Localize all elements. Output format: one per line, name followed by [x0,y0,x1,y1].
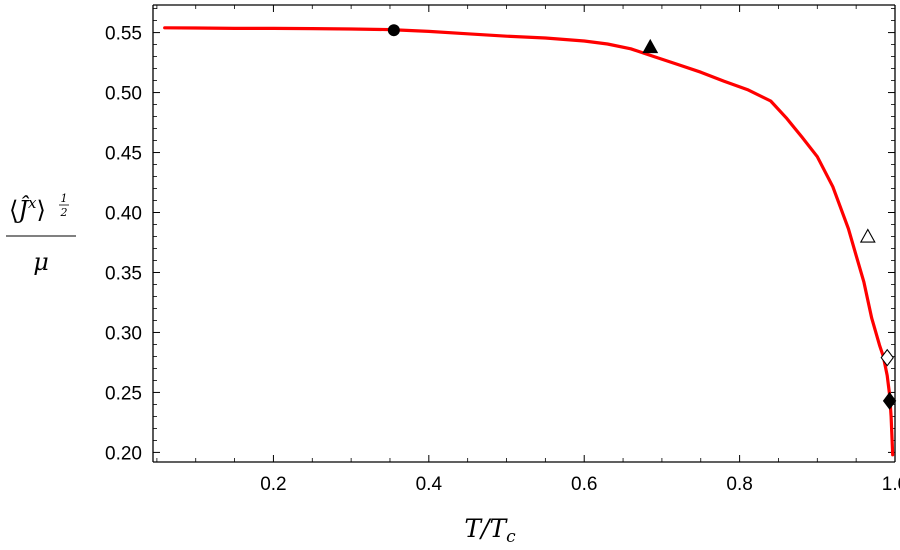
x-tick-label: 1.0 [882,474,900,495]
x-tick-label: 0.4 [416,474,443,495]
y-tick-label: 0.30 [105,323,142,344]
x-tick-label: 0.2 [260,474,286,495]
y-axis-label: ⟨Ĵx⟩ 1 2 μ [6,192,76,276]
svg-text:μ: μ [33,248,49,276]
svg-text:T/Tc: T/Tc [464,514,516,547]
plot-area [152,4,896,463]
x-axis-label: T/Tc [464,514,516,547]
svg-text:1: 1 [61,192,68,205]
axis-ticks: 0.2 0.4 0.6 0.8 1.0 0.20 0.25 0.30 0.35 0.40 0.45 0… [105,5,900,495]
svg-text:2: 2 [60,206,68,219]
filled-diamond-marker [882,391,897,410]
open-diamond-marker [880,348,894,367]
y-tick-label: 0.50 [105,84,142,105]
y-tick-label: 0.25 [105,383,142,404]
series-layer [163,26,895,457]
open-triangle-marker [859,228,876,243]
svg-text:⟨Ĵx⟩: ⟨Ĵx⟩ [9,194,46,224]
series-line [163,26,895,457]
x-tick-label: 0.8 [726,474,752,495]
x-tick-label: 0.6 [571,474,597,495]
filled-circle-marker [387,24,400,37]
y-tick-label: 0.40 [105,204,142,225]
y-tick-label: 0.20 [105,443,142,464]
y-tick-label: 0.35 [105,263,142,284]
marker-layer [387,24,897,410]
y-tick-label: 0.55 [105,24,142,45]
filled-triangle-marker [642,38,659,54]
y-tick-label: 0.45 [105,144,142,165]
